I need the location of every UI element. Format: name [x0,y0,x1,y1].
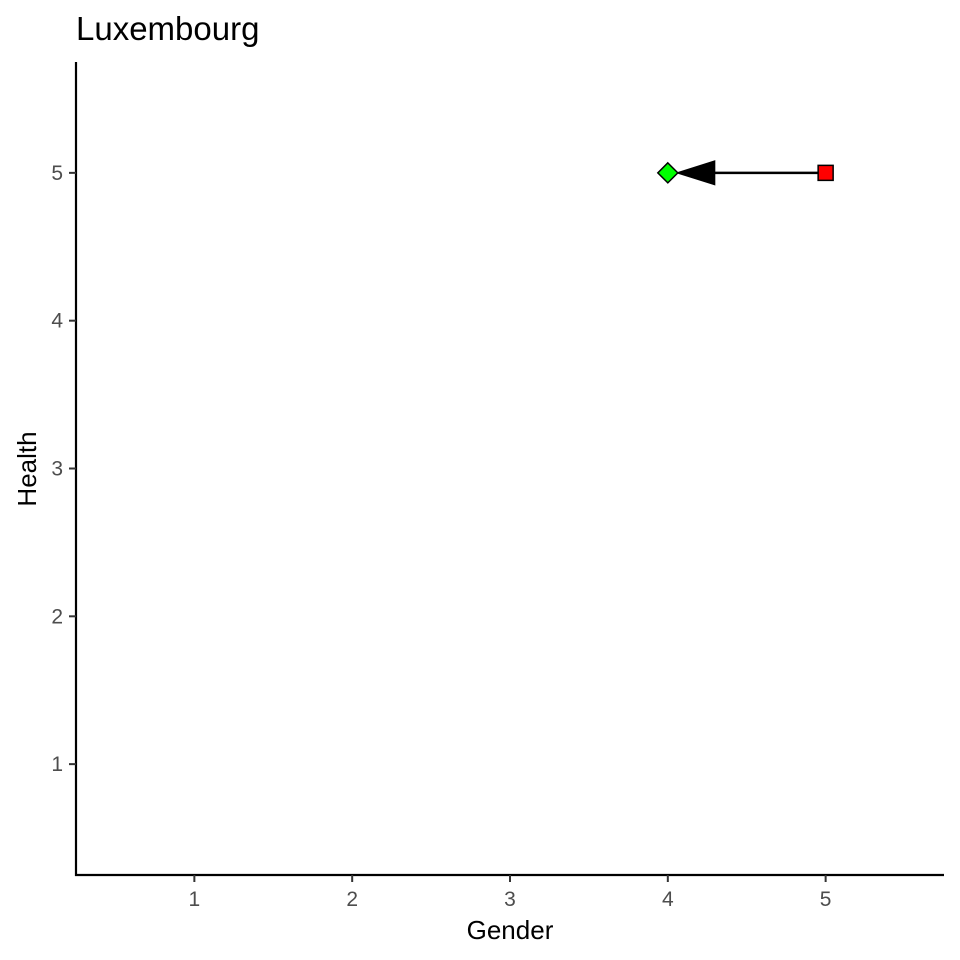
y-tick-label: 2 [51,605,63,628]
y-axis-label: Health [12,431,42,506]
x-tick-label: 1 [189,888,201,911]
arrow-head [675,160,716,186]
x-tick-label: 4 [662,888,674,911]
y-tick-label: 3 [51,458,63,481]
point-diamond [656,161,679,184]
arrows [675,160,826,186]
points [656,161,834,184]
x-tick-label: 5 [820,888,832,911]
point-square [817,164,834,182]
y-tick-label: 4 [51,310,63,333]
y-tick-label: 1 [51,753,63,776]
x-ticks: 1 2 3 4 5 [189,875,832,911]
x-tick-label: 2 [346,888,358,911]
y-tick-label: 5 [51,162,63,185]
chart-title: Luxembourg [76,10,259,47]
x-tick-label: 3 [504,888,516,911]
x-axis-label: Gender [467,915,554,945]
plot-area: 1 2 3 4 5 1 2 3 4 5 [51,62,944,911]
y-ticks: 1 2 3 4 5 [51,162,76,776]
